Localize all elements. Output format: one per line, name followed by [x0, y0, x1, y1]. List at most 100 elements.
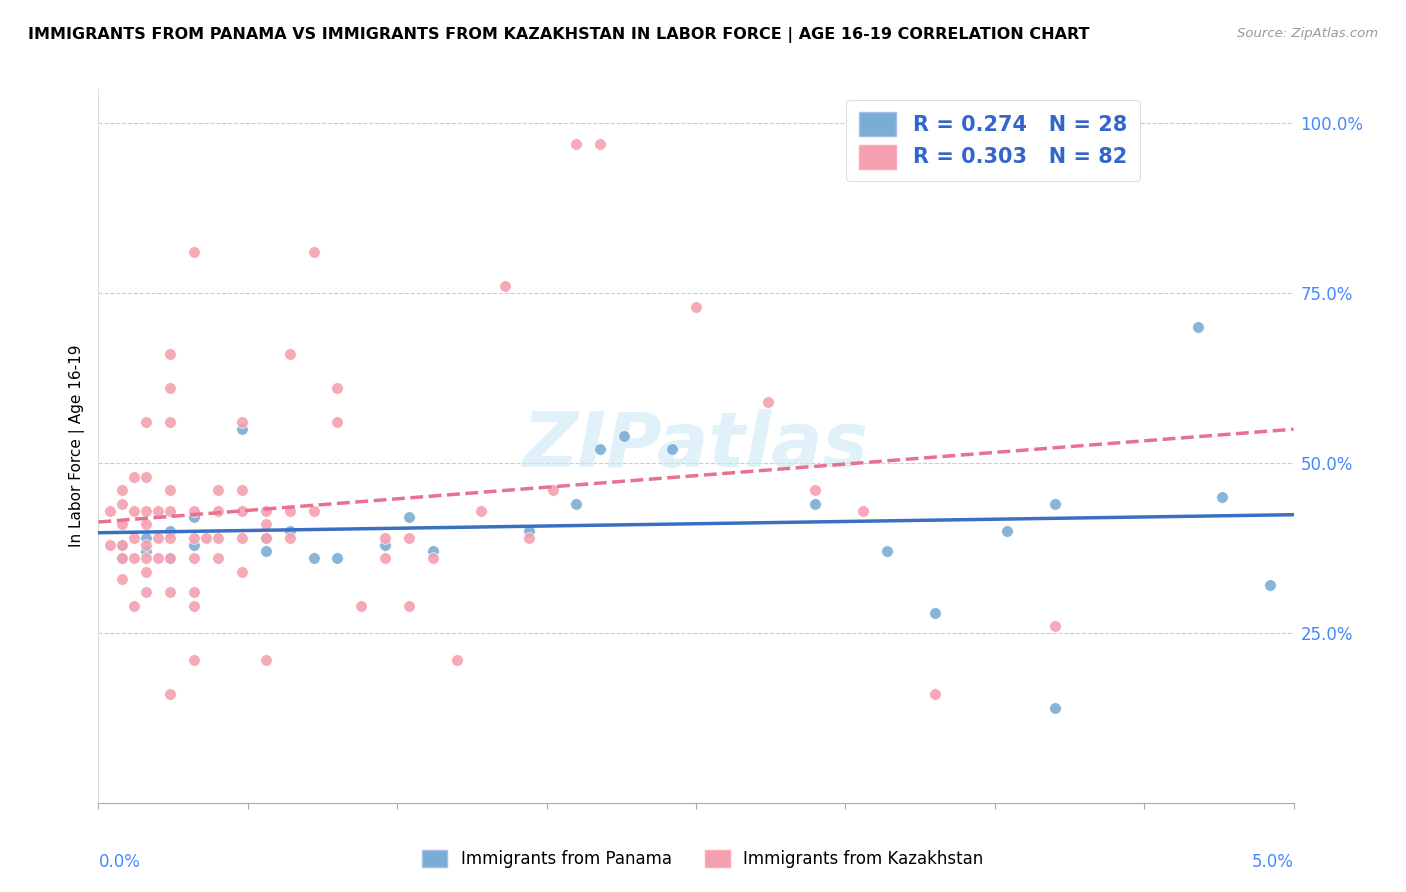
Point	[398, 531, 420, 545]
Point	[124, 503, 146, 517]
Point	[661, 442, 683, 457]
Point	[135, 503, 157, 517]
Point	[111, 572, 134, 586]
Point	[207, 503, 229, 517]
Point	[159, 503, 181, 517]
Point	[159, 483, 181, 498]
Point	[278, 347, 301, 361]
Point	[374, 531, 396, 545]
Point	[231, 531, 253, 545]
Point	[148, 531, 170, 545]
Point	[278, 531, 301, 545]
Point	[254, 531, 277, 545]
Point	[302, 551, 325, 566]
Point	[111, 551, 134, 566]
Point	[613, 429, 636, 443]
Point	[111, 551, 134, 566]
Point	[231, 565, 253, 579]
Point	[254, 531, 277, 545]
Point	[159, 381, 181, 395]
Point	[124, 469, 146, 483]
Point	[302, 245, 325, 260]
Point	[159, 551, 181, 566]
Point	[326, 551, 349, 566]
Point	[374, 537, 396, 551]
Y-axis label: In Labor Force | Age 16-19: In Labor Force | Age 16-19	[69, 344, 84, 548]
Text: 0.0%: 0.0%	[98, 853, 141, 871]
Point	[135, 565, 157, 579]
Legend: Immigrants from Panama, Immigrants from Kazakhstan: Immigrants from Panama, Immigrants from …	[416, 843, 990, 875]
Point	[135, 585, 157, 599]
Point	[589, 136, 612, 151]
Point	[231, 483, 253, 498]
Point	[398, 510, 420, 524]
Point	[183, 599, 205, 613]
Point	[446, 653, 468, 667]
Point	[111, 497, 134, 511]
Point	[422, 544, 444, 558]
Point	[207, 551, 229, 566]
Point	[183, 531, 205, 545]
Point	[231, 503, 253, 517]
Point	[1043, 700, 1066, 714]
Point	[517, 524, 540, 538]
Point	[124, 599, 146, 613]
Point	[1043, 619, 1066, 633]
Point	[1258, 578, 1281, 592]
Point	[135, 531, 157, 545]
Point	[183, 551, 205, 566]
Point	[159, 415, 181, 429]
Point	[159, 585, 181, 599]
Point	[111, 537, 134, 551]
Point	[124, 531, 146, 545]
Point	[326, 415, 349, 429]
Point	[254, 544, 277, 558]
Point	[541, 483, 564, 498]
Point	[195, 531, 218, 545]
Point	[111, 517, 134, 532]
Point	[135, 537, 157, 551]
Point	[876, 544, 898, 558]
Point	[183, 245, 205, 260]
Point	[589, 442, 612, 457]
Point	[374, 551, 396, 566]
Point	[254, 653, 277, 667]
Point	[135, 517, 157, 532]
Point	[231, 415, 253, 429]
Point	[148, 551, 170, 566]
Point	[995, 524, 1018, 538]
Point	[326, 381, 349, 395]
Point	[207, 531, 229, 545]
Point	[183, 537, 205, 551]
Legend: R = 0.274   N = 28, R = 0.303   N = 82: R = 0.274 N = 28, R = 0.303 N = 82	[846, 100, 1140, 181]
Point	[422, 551, 444, 566]
Point	[100, 537, 122, 551]
Point	[159, 551, 181, 566]
Point	[159, 531, 181, 545]
Point	[565, 497, 588, 511]
Point	[135, 469, 157, 483]
Point	[804, 497, 827, 511]
Point	[183, 653, 205, 667]
Point	[517, 531, 540, 545]
Point	[148, 503, 170, 517]
Point	[159, 347, 181, 361]
Point	[159, 524, 181, 538]
Point	[924, 606, 946, 620]
Point	[135, 415, 157, 429]
Text: ZIPatlas: ZIPatlas	[523, 409, 869, 483]
Point	[135, 551, 157, 566]
Point	[231, 422, 253, 436]
Text: Source: ZipAtlas.com: Source: ZipAtlas.com	[1237, 27, 1378, 40]
Point	[565, 136, 588, 151]
Point	[398, 599, 420, 613]
Point	[183, 503, 205, 517]
Point	[100, 503, 122, 517]
Point	[183, 585, 205, 599]
Point	[470, 503, 492, 517]
Point	[756, 394, 779, 409]
Point	[302, 503, 325, 517]
Point	[685, 300, 707, 314]
Text: IMMIGRANTS FROM PANAMA VS IMMIGRANTS FROM KAZAKHSTAN IN LABOR FORCE | AGE 16-19 : IMMIGRANTS FROM PANAMA VS IMMIGRANTS FRO…	[28, 27, 1090, 43]
Text: 5.0%: 5.0%	[1251, 853, 1294, 871]
